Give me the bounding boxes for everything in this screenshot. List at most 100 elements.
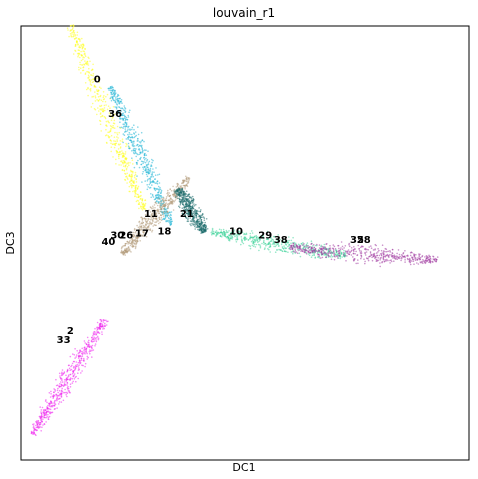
point-center-teal [190, 211, 192, 213]
point-top [108, 131, 111, 133]
point-center-tan [185, 184, 188, 187]
point-top [72, 27, 74, 29]
point-bottom [46, 401, 48, 404]
point-top [135, 178, 137, 181]
point-top-cyan [110, 92, 112, 94]
point-center-tan [172, 193, 174, 196]
point-top-cyan [111, 96, 114, 98]
point-bottom [47, 404, 49, 407]
point-right-green [302, 242, 304, 244]
point-center-tan [125, 251, 128, 253]
point-top [104, 134, 107, 137]
point-center-teal [185, 190, 188, 193]
point-center-teal [194, 209, 196, 211]
point-center-tan [184, 188, 186, 190]
point-right-purple [429, 255, 431, 258]
point-right-green [251, 230, 253, 232]
point-bottom [100, 323, 102, 325]
point-top [109, 139, 112, 142]
point-top-cyan [158, 182, 161, 184]
point-top [83, 53, 86, 55]
point-top [124, 173, 127, 175]
point-right-green [211, 227, 214, 230]
point-top [134, 187, 137, 189]
point-right-purple [360, 257, 362, 260]
point-right-green [262, 234, 265, 237]
point-center-teal [174, 192, 176, 194]
point-top-cyan [117, 102, 119, 104]
point-right-purple [384, 255, 387, 258]
point-top-cyan [116, 106, 118, 108]
point-right-green [258, 249, 260, 252]
point-center-tan [154, 217, 157, 219]
point-right-purple [312, 244, 315, 246]
point-center-teal [205, 218, 208, 220]
point-top [83, 50, 86, 53]
point-bottom [87, 356, 89, 359]
point-top [128, 164, 130, 167]
point-top-cyan [128, 139, 131, 141]
point-top [86, 60, 88, 63]
point-top-cyan [169, 211, 171, 213]
point-top-cyan [134, 131, 137, 133]
point-center-tan [132, 239, 135, 242]
point-top [80, 50, 82, 53]
point-bottom [53, 400, 56, 403]
point-top-cyan [120, 126, 123, 129]
point-top [79, 45, 81, 47]
point-top [71, 33, 73, 35]
point-right-green [251, 244, 254, 247]
point-top-cyan [134, 151, 137, 153]
point-center-teal [206, 228, 209, 230]
point-bottom [43, 416, 46, 419]
point-top-cyan [147, 178, 149, 181]
point-right-purple [295, 245, 298, 248]
point-top [137, 185, 140, 188]
point-center-tan [151, 222, 154, 224]
point-right-green [267, 243, 270, 245]
point-right-purple [350, 250, 352, 253]
point-top [77, 49, 80, 51]
point-center-tan [167, 189, 169, 192]
point-top-cyan [146, 180, 149, 182]
point-right-purple [427, 256, 430, 259]
cluster-label: 2 [67, 326, 74, 337]
point-right-green [273, 241, 275, 244]
point-top [88, 67, 90, 70]
point-bottom [75, 365, 77, 368]
point-right-purple [352, 256, 354, 258]
point-right-purple [402, 256, 405, 258]
point-center-tan [129, 244, 132, 247]
point-top-cyan [139, 142, 142, 144]
point-right-purple [346, 252, 349, 255]
point-right-purple [307, 245, 309, 247]
point-right-purple [310, 243, 312, 245]
point-bottom [64, 391, 66, 394]
point-top-cyan [156, 183, 159, 185]
point-top-cyan [154, 195, 157, 197]
point-center-teal [201, 229, 203, 231]
point-center-teal [191, 208, 193, 211]
point-bottom [41, 414, 43, 416]
point-center-tan [144, 223, 147, 225]
point-center-tan [156, 214, 158, 217]
point-center-tan [161, 206, 163, 209]
point-top [87, 87, 89, 90]
point-right-green [256, 236, 258, 238]
point-right-green [306, 242, 309, 244]
point-right-purple [388, 255, 390, 257]
point-center-tan [145, 215, 148, 217]
point-center-tan [134, 246, 137, 248]
point-top [85, 88, 88, 91]
point-top [130, 184, 132, 187]
point-bottom [56, 395, 59, 397]
point-top-cyan [134, 150, 136, 152]
point-right-purple [378, 249, 380, 252]
point-right-green [212, 232, 214, 234]
point-top [97, 96, 100, 98]
point-top [113, 113, 116, 116]
point-center-teal [186, 198, 189, 200]
point-right-green [264, 242, 267, 245]
y-axis-label: DC3 [4, 231, 17, 254]
point-right-purple [398, 253, 401, 256]
